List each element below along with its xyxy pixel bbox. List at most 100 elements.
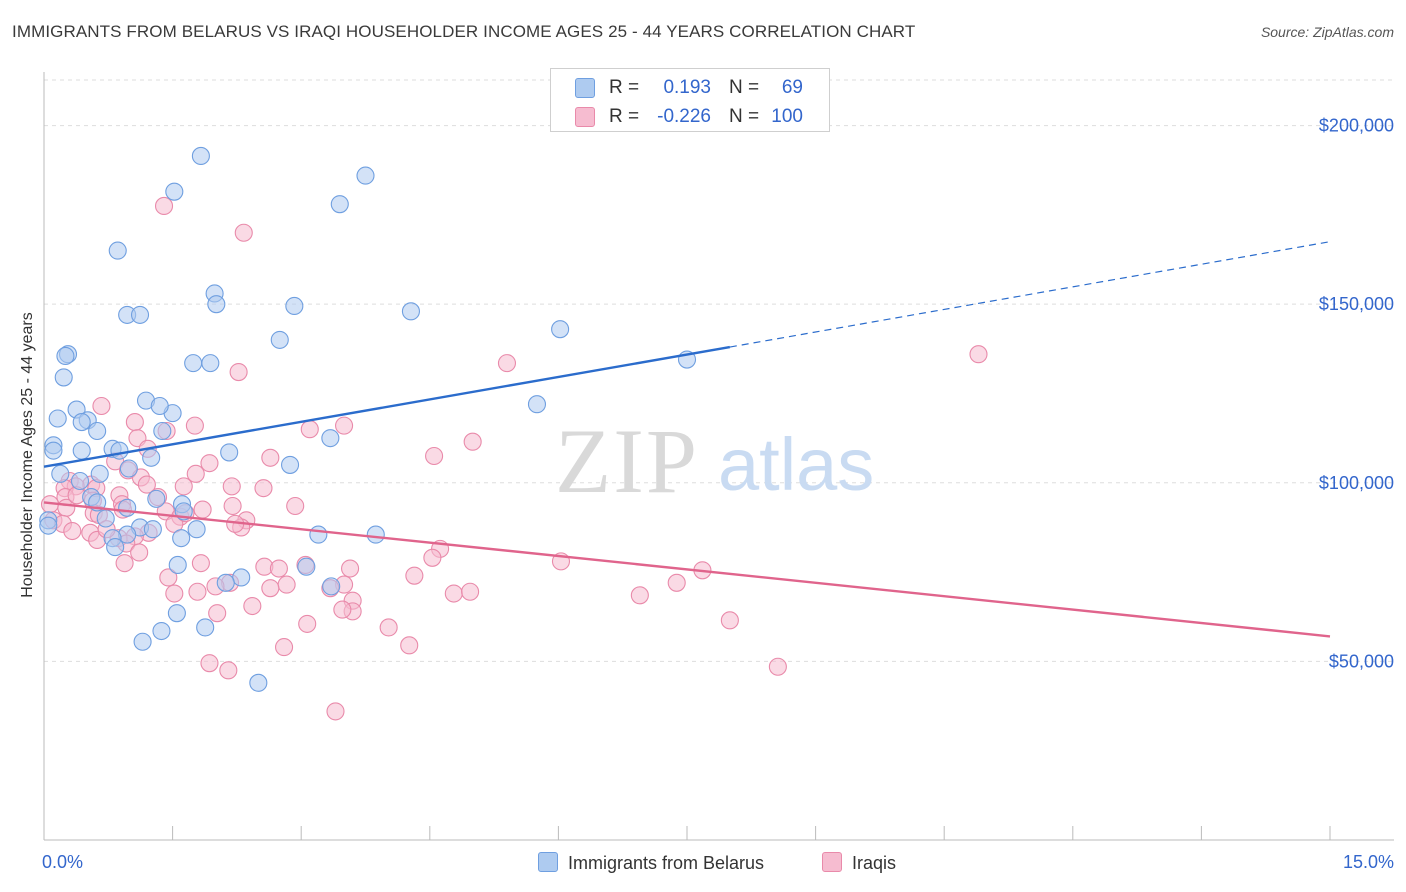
data-point (137, 475, 156, 494)
data-point (321, 429, 340, 448)
iraqis-swatch (822, 852, 842, 872)
data-point (39, 516, 58, 535)
data-point (222, 477, 241, 496)
n-value: 100 (771, 106, 803, 127)
data-point (207, 295, 226, 314)
watermark: ZIP atlas (555, 410, 874, 512)
watermark-atlas: atlas (718, 423, 874, 506)
y-tick-label: $200,000 (1319, 116, 1394, 136)
legend-item-iraqis[interactable]: Iraqis (822, 852, 896, 874)
x-tick-label-max: 15.0% (1342, 852, 1394, 872)
data-point (277, 575, 296, 594)
data-point (216, 573, 235, 592)
x-tick-label-min: 0.0% (42, 852, 84, 872)
data-point (300, 420, 319, 439)
data-point (285, 296, 304, 316)
data-point (297, 557, 316, 576)
data-point (153, 421, 172, 441)
watermark-zip: ZIP (555, 410, 699, 512)
correlation-legend: R = 0.193 N = 69 R = -0.226 N = 100 (550, 68, 830, 132)
y-tick-label: $50,000 (1329, 651, 1394, 671)
legend-label-belarus: Immigrants from Belarus (568, 853, 765, 873)
data-point (201, 354, 220, 373)
data-point (969, 345, 988, 364)
belarus-trend-projection (729, 241, 1331, 348)
data-point (115, 554, 134, 573)
data-point (188, 582, 207, 601)
data-point (143, 520, 162, 539)
data-point (174, 477, 193, 496)
data-point (184, 354, 203, 373)
data-point (333, 600, 352, 619)
iraqis-swatch (575, 107, 595, 127)
data-point (768, 657, 787, 676)
data-point (551, 320, 570, 339)
n-value: 69 (781, 77, 803, 98)
data-point (92, 396, 111, 416)
r-value: 0.193 (663, 77, 711, 98)
data-point (150, 396, 169, 416)
data-point (309, 525, 328, 544)
data-point (261, 448, 280, 467)
data-point (165, 182, 184, 201)
data-point (444, 584, 463, 603)
data-point (63, 521, 82, 541)
data-point (118, 498, 137, 517)
belarus-trend-line (43, 345, 731, 468)
data-point (130, 305, 150, 324)
data-point (54, 368, 73, 387)
data-point (275, 638, 294, 657)
data-point (630, 586, 649, 605)
belarus-swatch (538, 852, 558, 872)
data-point (119, 459, 138, 478)
data-point (172, 529, 191, 548)
data-point (106, 538, 125, 557)
legend-label-iraqis: Iraqis (852, 853, 897, 873)
data-point (463, 432, 482, 451)
data-point (341, 559, 360, 578)
data-point (72, 413, 91, 432)
data-point (232, 568, 251, 587)
data-point (154, 196, 174, 216)
data-point (461, 582, 480, 601)
data-point (200, 654, 219, 673)
data-point (261, 579, 280, 598)
data-point (200, 454, 219, 473)
n-label: N = (729, 77, 760, 98)
data-point (667, 573, 686, 592)
data-point (234, 223, 253, 242)
legend-row-iraqis: R = -0.226 N = 100 (551, 102, 829, 132)
data-point (219, 661, 238, 680)
belarus-swatch (575, 78, 595, 98)
data-point (298, 614, 317, 633)
r-label: R = (609, 106, 640, 127)
data-point (220, 443, 239, 462)
data-point (51, 464, 70, 483)
source-label: Source: ZipAtlas.com (1260, 24, 1394, 40)
data-point (286, 496, 305, 516)
data-point (330, 195, 349, 214)
data-point (159, 568, 178, 587)
data-point (44, 441, 63, 460)
data-point (191, 554, 210, 573)
data-point (281, 455, 300, 474)
data-point (108, 241, 127, 260)
data-point (48, 409, 67, 428)
data-point (269, 559, 288, 578)
data-point (196, 618, 215, 637)
legend-item-belarus[interactable]: Immigrants from Belarus (538, 852, 764, 874)
data-point (379, 618, 398, 637)
n-label: N = (729, 106, 760, 127)
data-point (191, 146, 210, 165)
data-point (335, 416, 354, 435)
trend-lines (43, 241, 1331, 638)
r-value: -0.226 (657, 106, 711, 127)
data-point (168, 555, 187, 574)
data-point (96, 509, 115, 528)
data-point (208, 604, 227, 623)
y-tick-label: $150,000 (1319, 294, 1394, 314)
data-point (72, 441, 91, 460)
data-point (223, 496, 242, 516)
data-point (193, 500, 212, 519)
